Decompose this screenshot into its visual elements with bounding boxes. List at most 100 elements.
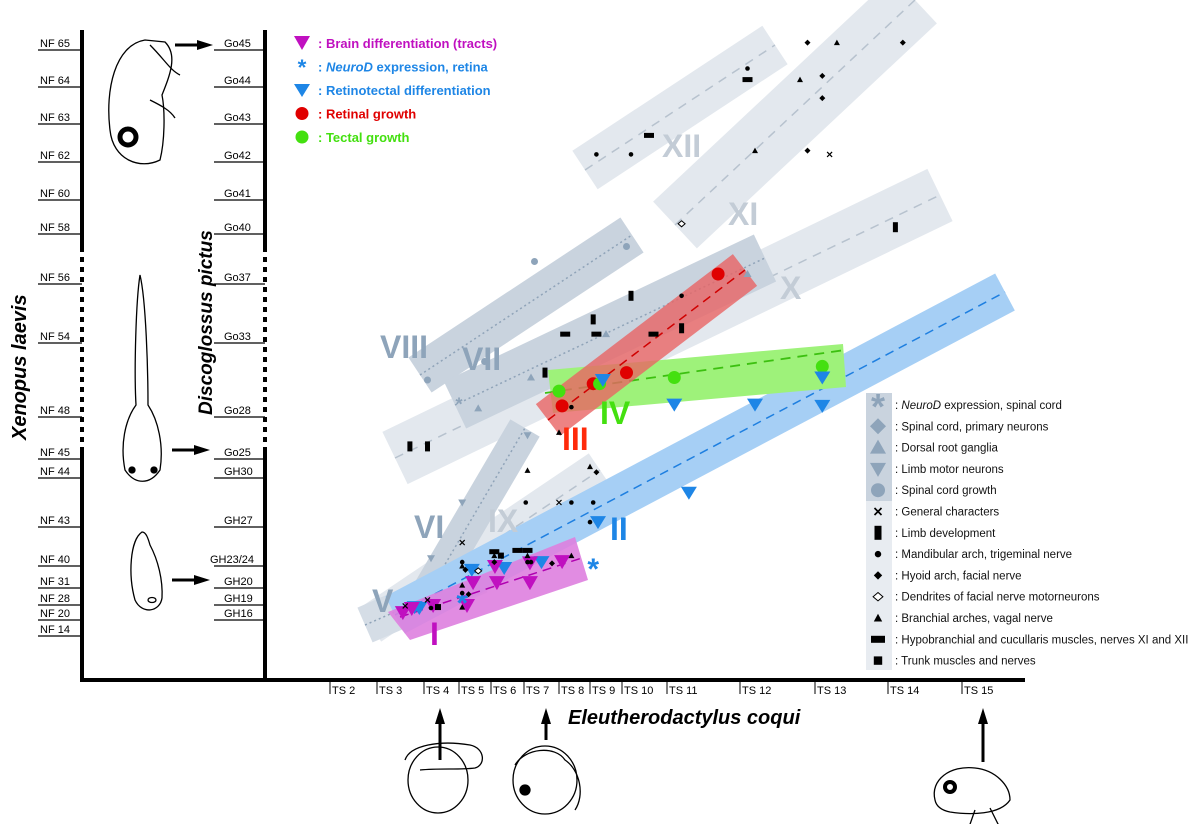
point-hyoid bbox=[804, 39, 811, 46]
point-tectal bbox=[815, 359, 829, 373]
legend-right-label: : Dendrites of facial nerve motorneurons bbox=[895, 592, 1100, 604]
point-brain bbox=[554, 555, 571, 570]
point-dendrites bbox=[473, 567, 483, 575]
point-hypo bbox=[591, 331, 602, 337]
point-retinotectal bbox=[590, 516, 606, 530]
embryo-drawing-bottom bbox=[130, 531, 163, 611]
point-hypo bbox=[742, 77, 753, 83]
x-tick-label: TS 14 bbox=[890, 685, 919, 697]
band-label-x: X bbox=[780, 270, 802, 306]
point-tectal bbox=[667, 371, 681, 385]
legend-marker-retinotectal bbox=[294, 84, 310, 97]
point-hyoid bbox=[593, 469, 600, 476]
y-tick-label-left: NF 44 bbox=[40, 466, 70, 478]
point-lmn bbox=[523, 432, 532, 440]
y-tick-label-right: Go44 bbox=[224, 75, 251, 87]
point-general bbox=[459, 539, 466, 546]
point-sc_growth bbox=[424, 376, 431, 384]
point-brain bbox=[521, 576, 538, 591]
point-hypo bbox=[522, 547, 533, 553]
legend-marker-trunk bbox=[873, 656, 883, 665]
legend-right-label: : NeuroD expression, spinal cord bbox=[895, 400, 1062, 412]
point-drg bbox=[743, 270, 752, 277]
arrow-right-head bbox=[197, 40, 213, 50]
arrow-up-head bbox=[435, 708, 445, 724]
point-hypo bbox=[648, 331, 659, 337]
point-general bbox=[424, 596, 431, 603]
point-branchial bbox=[459, 563, 466, 569]
legend-marker-general bbox=[873, 507, 883, 516]
point-brain bbox=[465, 576, 482, 591]
point-hyoid bbox=[465, 591, 472, 598]
point-mandibular bbox=[569, 500, 574, 505]
y-tick-label-right: Go37 bbox=[224, 272, 251, 284]
point-brain bbox=[488, 576, 505, 591]
legend-marker-limb bbox=[874, 525, 882, 540]
point-lmn bbox=[427, 555, 435, 563]
point-mandibular bbox=[569, 404, 574, 410]
point-lmn bbox=[458, 499, 467, 507]
point-branchial bbox=[459, 582, 466, 588]
y-tick-label-right: Go42 bbox=[224, 150, 251, 162]
y-tick-label-right: Go40 bbox=[224, 222, 251, 234]
y-tick-label-right: GH30 bbox=[224, 466, 253, 478]
point-retinotectal bbox=[680, 486, 697, 500]
band-label-vii: VII bbox=[462, 341, 501, 377]
point-mandibular bbox=[590, 500, 596, 505]
point-neurod_retina: * bbox=[456, 587, 468, 620]
point-branchial bbox=[491, 552, 498, 559]
legend-marker-sc_growth bbox=[871, 483, 885, 498]
point-limb bbox=[425, 441, 430, 452]
band-vi bbox=[415, 419, 540, 599]
y-tick-label-left: NF 58 bbox=[40, 222, 70, 234]
point-retinotectal bbox=[814, 371, 831, 385]
point-mandibular bbox=[523, 500, 529, 505]
legend-right-label: : Limb development bbox=[895, 528, 996, 540]
point-branchial bbox=[459, 604, 466, 610]
legend-right-label: : Dorsal root ganglia bbox=[895, 443, 999, 455]
point-retinotectal bbox=[814, 399, 831, 413]
point-branchial bbox=[524, 467, 531, 473]
point-branchial bbox=[797, 76, 803, 83]
bands-layer bbox=[357, 0, 1015, 643]
y-tick-label-left: NF 60 bbox=[40, 188, 70, 200]
band-iii-trend-line bbox=[547, 269, 746, 421]
arrow-up-head bbox=[541, 708, 551, 724]
band-label-ii: II bbox=[610, 511, 628, 547]
point-retinal bbox=[711, 267, 725, 281]
point-retinotectal bbox=[594, 374, 611, 387]
point-drg bbox=[527, 373, 535, 381]
y-tick-label-left: NF 45 bbox=[40, 447, 70, 459]
point-drg bbox=[474, 404, 483, 412]
point-retinotectal bbox=[533, 556, 550, 570]
band-xii-trend-line bbox=[584, 44, 776, 171]
x-axis-title: Eleutherodactylus coqui bbox=[568, 707, 801, 729]
point-mandibular bbox=[594, 152, 599, 157]
band-label-vi: VI bbox=[414, 509, 444, 545]
point-retinotectal bbox=[463, 563, 480, 577]
point-branchial bbox=[524, 552, 531, 559]
point-retinal bbox=[555, 399, 569, 413]
point-hyoid bbox=[462, 566, 469, 573]
tadpole-drawing-middle bbox=[122, 274, 162, 482]
legend-right-label: : Mandibular arch, trigeminal nerve bbox=[895, 549, 1072, 561]
point-brain bbox=[394, 606, 411, 621]
point-tectal bbox=[552, 384, 566, 398]
point-hyoid bbox=[549, 560, 555, 567]
point-brain bbox=[459, 598, 475, 613]
point-general bbox=[402, 603, 409, 609]
arrows-layer bbox=[172, 40, 988, 762]
y-tick-label-right: GH19 bbox=[224, 593, 253, 605]
y-axis-title-left: Xenopus laevis bbox=[9, 294, 31, 441]
legend-marker-brain bbox=[294, 36, 310, 50]
point-sc_neurod: * bbox=[455, 394, 462, 414]
legend-top-label: : Tectal growth bbox=[318, 130, 410, 145]
legend-marker-mandibular bbox=[874, 550, 882, 558]
legend-marker-neurod_retina: * bbox=[298, 55, 307, 80]
y-tick-label-right: Go41 bbox=[224, 188, 251, 200]
y-tick-label-right: GH27 bbox=[224, 515, 253, 527]
point-limb bbox=[679, 323, 685, 334]
embryo-drawing-ts4 bbox=[404, 742, 483, 814]
y-tick-label-right: Go33 bbox=[224, 331, 251, 343]
